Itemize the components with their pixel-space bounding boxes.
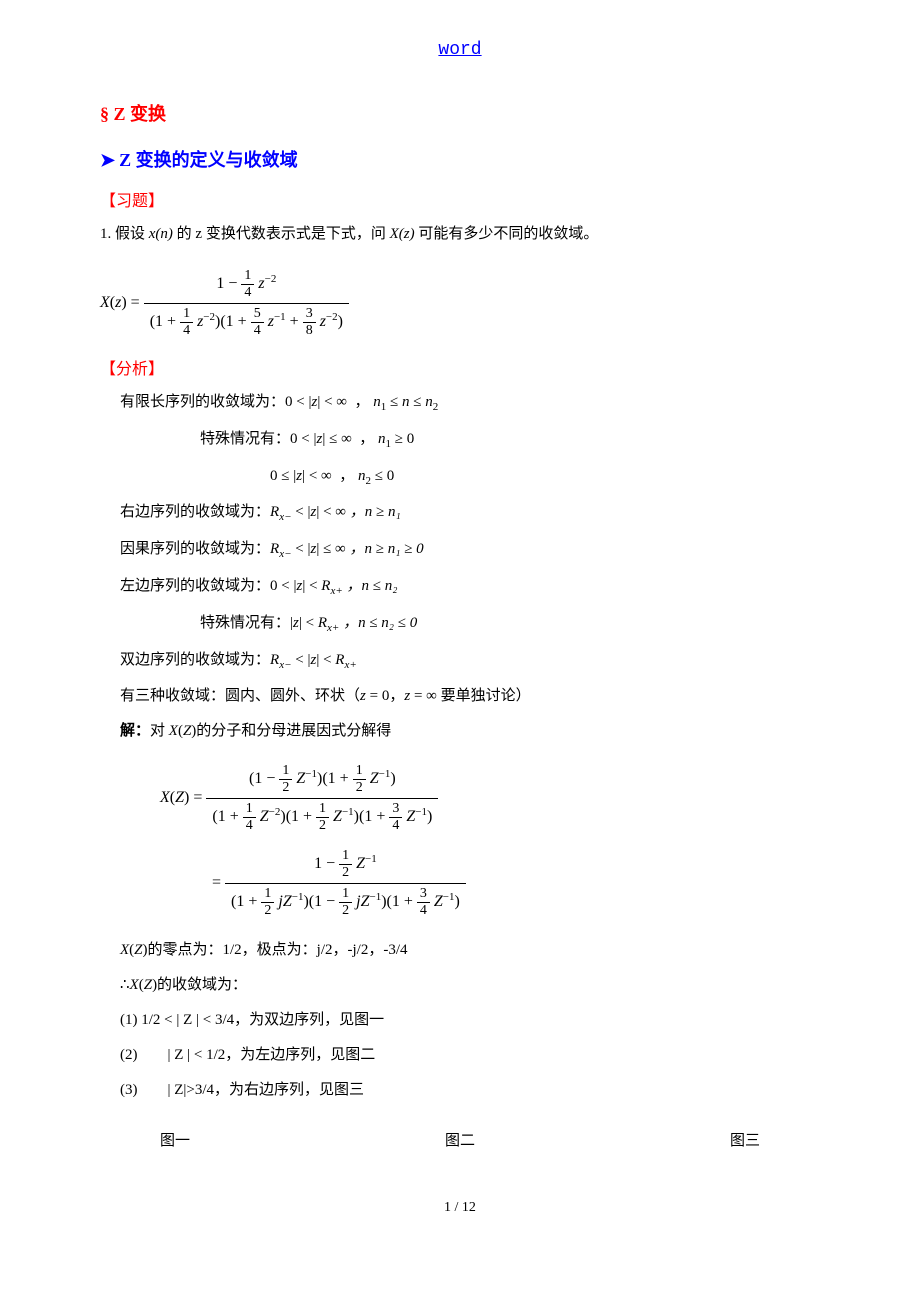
line-8: 双边序列的收敛域为：Rx− < |z| < Rx+ — [120, 647, 820, 676]
l4c: ，n ≥ n₁ — [346, 504, 401, 520]
subsection-title: ➤Z 变换的定义与收敛域 — [100, 146, 820, 172]
l4a: 右边序列的收敛域为： — [120, 504, 270, 520]
q1-mid: 的 z 变换代数表示式是下式，问 — [173, 226, 390, 242]
q1-prefix: 1. 假设 — [100, 226, 149, 242]
subsection-text: Z 变换的定义与收敛域 — [119, 150, 298, 170]
roc-1: (1) 1/2 < | Z | < 3/4，为双边序列，见图一 — [120, 1007, 820, 1034]
document-page: word § Z 变换 ➤Z 变换的定义与收敛域 【习题】 1. 假设 x(n)… — [0, 0, 920, 1246]
line-1: 有限长序列的收敛域为：0 < |z| < ∞ ， n1 ≤ n ≤ n2 — [120, 389, 820, 418]
line-2: 特殊情况有：0 < |z| ≤ ∞ ， n1 ≥ 0 — [200, 426, 820, 455]
arrow-icon: ➤ — [100, 150, 115, 170]
l2a: 特殊情况有： — [200, 431, 290, 447]
fig1-label: 图一 — [160, 1129, 190, 1150]
roc-2: (2) | Z | < 1/2，为左边序列，见图二 — [120, 1042, 820, 1069]
header-word-link[interactable]: word — [100, 40, 820, 60]
l1a: 有限长序列的收敛域为： — [120, 394, 285, 410]
fig3-label: 图三 — [730, 1129, 760, 1150]
l5c: ，n ≥ n₁ ≥ 0 — [346, 541, 424, 557]
formula-xz-factored-2: = 1 − 12 Z−1 (1 + 12 jZ−1)(1 − 12 jZ−1)(… — [212, 846, 820, 921]
fig2-label: 图二 — [445, 1129, 475, 1150]
q1-suffix: 可能有多少不同的收敛域。 — [415, 226, 599, 242]
l7c: ，n ≤ n₂ ≤ 0 — [343, 615, 417, 631]
solve-line: 解：对 X(Z)的分子和分母进展因式分解得 — [120, 718, 820, 745]
l6c: ，n ≤ n₂ — [347, 578, 398, 594]
roc-prefix: ∴X(Z)的收敛域为： — [120, 972, 820, 999]
solve-label: 解： — [120, 723, 150, 739]
line-6: 左边序列的收敛域为：0 < |z| < Rx+ ，n ≤ n₂ — [120, 573, 820, 602]
roc-3: (3) | Z|>3/4，为右边序列，见图三 — [120, 1077, 820, 1104]
line-4: 右边序列的收敛域为：Rx− < |z| < ∞ ，n ≥ n₁ — [120, 499, 820, 528]
question-1: 1. 假设 x(n) 的 z 变换代数表示式是下式，问 X(z) 可能有多少不同… — [100, 221, 820, 248]
line-9: 有三种收敛域：圆内、圆外、环状（z = 0，z = ∞ 要单独讨论） — [120, 683, 820, 710]
formula-xz-factored: X(Z) = (1 − 12 Z−1)(1 + 12 Z−1) (1 + 14 … — [160, 761, 820, 836]
page-footer: 1 / 12 — [100, 1200, 820, 1216]
zeros-line: X(Z)的零点为：1/2，极点为：j/2，-j/2，-3/4 — [120, 937, 820, 964]
l6a: 左边序列的收敛域为： — [120, 578, 270, 594]
exercise-label: 【习题】 — [100, 187, 820, 211]
formula-xz: X(z) = 1 − 14 z−2 (1 + 14 z−2)(1 + 54 z−… — [100, 266, 820, 341]
q1-xz: X(z) — [390, 226, 415, 242]
line-5: 因果序列的收敛域为：Rx− < |z| ≤ ∞ ，n ≥ n₁ ≥ 0 — [120, 536, 820, 565]
line-7: 特殊情况有：|z| < Rx+ ，n ≤ n₂ ≤ 0 — [200, 610, 820, 639]
q1-xn: x(n) — [149, 226, 173, 242]
line-3: 0 ≤ |z| < ∞ ， n2 ≤ 0 — [270, 463, 820, 492]
l7a: 特殊情况有： — [200, 615, 290, 631]
l5a: 因果序列的收敛域为： — [120, 541, 270, 557]
l8a: 双边序列的收敛域为： — [120, 652, 270, 668]
figure-labels-row: 图一 图二 图三 — [100, 1129, 820, 1150]
section-title: § Z 变换 — [100, 100, 820, 126]
analysis-label: 【分析】 — [100, 355, 820, 379]
